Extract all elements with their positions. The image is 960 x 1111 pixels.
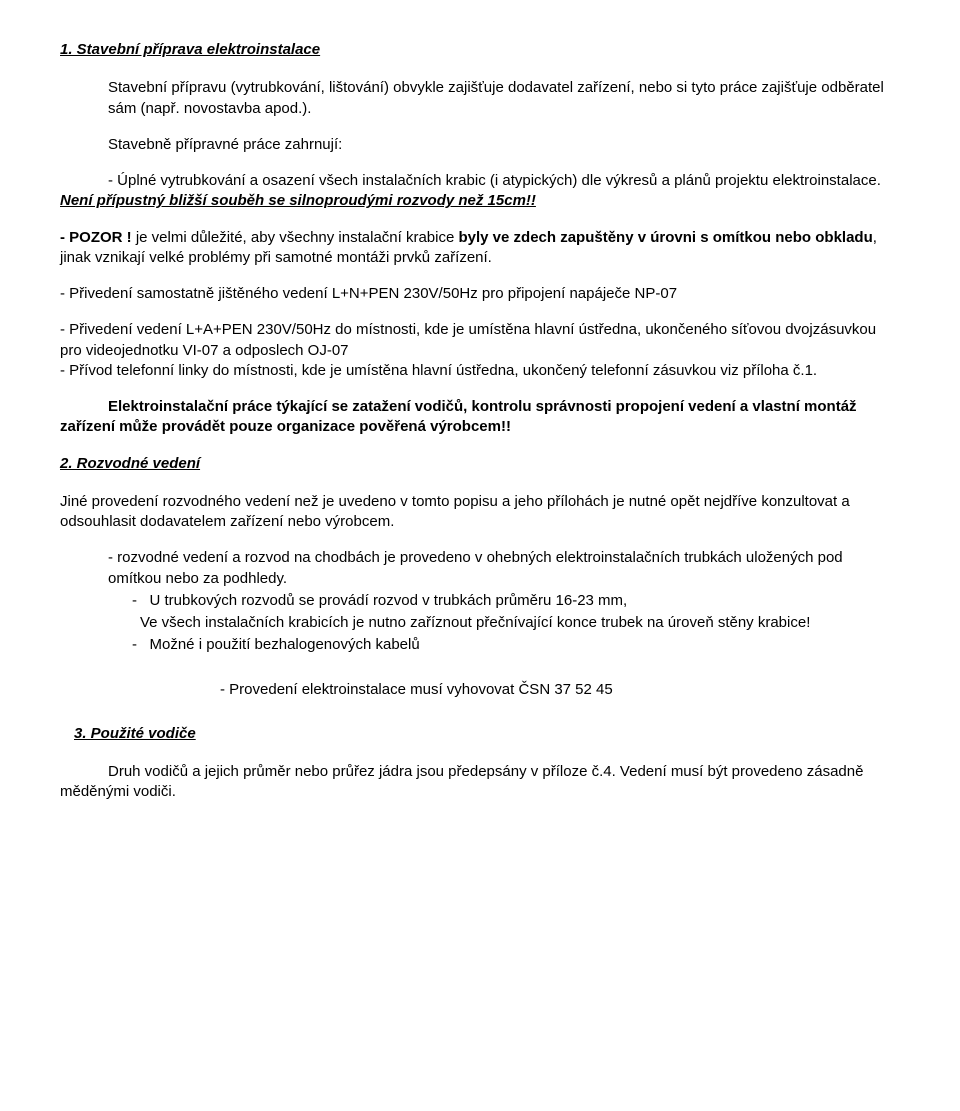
s1-p7: - Přívod telefonní linky do místnosti, k…: [60, 361, 900, 381]
s1-p2: Stavebně přípravné práce zahrnují:: [108, 135, 900, 155]
section2-heading: 2. Rozvodné vedení: [60, 454, 900, 474]
s1-p3-warn: Není přípustný bližší souběh se silnopro…: [60, 192, 536, 209]
s1-p3-text: - Úplné vytrubkování a osazení všech ins…: [108, 172, 881, 189]
dash-icon: -: [132, 636, 150, 653]
s2-li2: - U trubkových rozvodů se provádí rozvod…: [132, 591, 900, 611]
s3-p1: Druh vodičů a jejich průměr nebo průřez …: [60, 762, 900, 803]
s1-p4-b: je velmi důležité, aby všechny instalačn…: [132, 229, 459, 246]
s1-p4: - POZOR ! je velmi důležité, aby všechny…: [60, 228, 900, 269]
s2-li2b: Ve všech instalačních krabicích je nutno…: [140, 613, 900, 633]
s2-li2-text: U trubkových rozvodů se provádí rozvod v…: [150, 592, 628, 609]
dash-icon: -: [132, 592, 150, 609]
s2-p1: Jiné provedení rozvodného vedení než je …: [60, 492, 900, 533]
section3-heading: 3. Použité vodiče: [74, 724, 900, 744]
s1-p6: - Přivedení vedení L+A+PEN 230V/50Hz do …: [60, 320, 900, 361]
section1-heading: 1. Stavební příprava elektroinstalace: [60, 40, 900, 60]
s1-p8-text: Elektroinstalační práce týkající se zata…: [60, 398, 857, 435]
s2-li1: - rozvodné vedení a rozvod na chodbách j…: [108, 548, 900, 589]
s2-note: - Provedení elektroinstalace musí vyhovo…: [220, 680, 900, 700]
s1-p3: - Úplné vytrubkování a osazení všech ins…: [60, 171, 900, 212]
s1-p4-pozor: - POZOR !: [60, 229, 132, 246]
s1-p5: - Přivedení samostatně jištěného vedení …: [60, 284, 900, 304]
s3-p1-text: Druh vodičů a jejich průměr nebo průřez …: [60, 763, 863, 800]
s1-p1: Stavební přípravu (vytrubkování, lištová…: [108, 78, 900, 119]
s2-li3-text: Možné i použití bezhalogenových kabelů: [150, 636, 420, 653]
s2-li3: - Možné i použití bezhalogenových kabelů: [132, 635, 900, 655]
s1-p8: Elektroinstalační práce týkající se zata…: [60, 397, 900, 438]
s1-p4-c: byly ve zdech zapuštěny v úrovni s omítk…: [459, 229, 873, 246]
